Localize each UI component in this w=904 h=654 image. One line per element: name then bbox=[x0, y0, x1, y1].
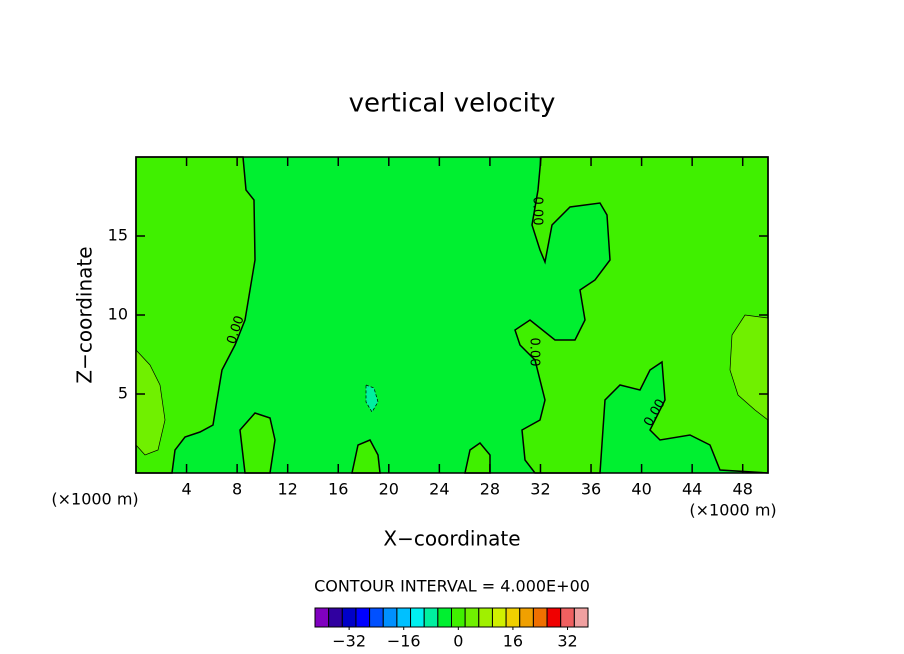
region bbox=[365, 384, 379, 413]
colorbar-box bbox=[451, 607, 466, 628]
region bbox=[135, 156, 256, 474]
x-tick-label: 20 bbox=[379, 480, 399, 499]
colorbar-box bbox=[546, 607, 562, 628]
x-axis-label: X−coordinate bbox=[383, 527, 520, 551]
colorbar-box bbox=[519, 607, 534, 628]
x-tick-label: 40 bbox=[631, 480, 651, 499]
colorbar-box bbox=[423, 607, 439, 628]
region bbox=[135, 349, 166, 456]
colorbar-box bbox=[560, 607, 575, 628]
x-tick-label: 44 bbox=[682, 480, 702, 499]
x-tick-label: 36 bbox=[581, 480, 601, 499]
y-tick-label: 10 bbox=[108, 305, 128, 324]
contour-label: 0.00 bbox=[527, 338, 542, 367]
colorbar-tick-label: 16 bbox=[503, 632, 523, 651]
colorbar-box bbox=[532, 607, 548, 628]
colorbar-box bbox=[437, 607, 453, 628]
colorbar-box bbox=[505, 607, 521, 628]
contour-label: 0.00 bbox=[530, 197, 545, 226]
colorbar-tick-label: 32 bbox=[557, 632, 577, 651]
region bbox=[514, 156, 769, 474]
colorbar-box bbox=[382, 607, 398, 628]
colorbar-tick-label: −32 bbox=[332, 632, 366, 651]
x-tick-label: 32 bbox=[530, 480, 550, 499]
colorbar-box bbox=[341, 607, 357, 628]
chart-title: vertical velocity bbox=[349, 89, 556, 119]
y-tick-label: 5 bbox=[118, 384, 128, 403]
x-tick-label: 24 bbox=[429, 480, 449, 499]
x-tick-label: 12 bbox=[278, 480, 298, 499]
colorbar-box bbox=[573, 607, 589, 628]
colorbar-box bbox=[478, 607, 493, 628]
y-tick-label: 15 bbox=[108, 226, 128, 245]
colorbar-box bbox=[369, 607, 384, 628]
x-tick-label: 28 bbox=[480, 480, 500, 499]
colorbar-box bbox=[491, 607, 507, 628]
colorbar-box bbox=[464, 607, 480, 628]
contour-interval: CONTOUR INTERVAL = 4.000E+00 bbox=[314, 577, 590, 596]
x-tick-label: 4 bbox=[181, 480, 191, 499]
region bbox=[729, 314, 769, 421]
colorbar-box bbox=[328, 607, 343, 628]
colorbar-box bbox=[355, 607, 371, 628]
x-unit-label: (×1000 m) bbox=[689, 501, 776, 520]
colorbar-tick-label: 0 bbox=[453, 632, 463, 651]
y-unit-label: (×1000 m) bbox=[51, 490, 138, 509]
x-tick-label: 16 bbox=[328, 480, 348, 499]
x-tick-label: 8 bbox=[232, 480, 242, 499]
colorbar-tick-label: −16 bbox=[387, 632, 421, 651]
y-axis-label: Z−coordinate bbox=[73, 246, 97, 383]
x-tick-label: 48 bbox=[733, 480, 753, 499]
colorbar-box bbox=[314, 607, 330, 628]
contour-field bbox=[135, 156, 769, 474]
colorbar-box bbox=[396, 607, 412, 628]
colorbar-box bbox=[410, 607, 425, 628]
